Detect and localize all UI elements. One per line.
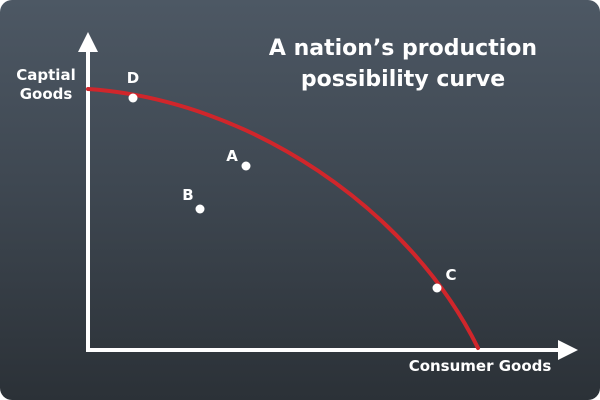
title-line-2: possibility curve <box>301 67 505 92</box>
point-b-marker <box>195 204 205 214</box>
point-a-label: A <box>226 147 238 165</box>
y-axis-arrow-icon <box>78 32 98 52</box>
point-d-label: D <box>127 69 139 87</box>
x-axis-arrow-icon <box>558 340 578 360</box>
point-c-label: C <box>445 266 456 284</box>
point-c-marker <box>432 283 442 293</box>
point-b-label: B <box>182 186 193 204</box>
x-axis-label: Consumer Goods <box>409 357 552 375</box>
title-line-1: A nation’s production <box>269 36 537 61</box>
point-d-marker <box>128 93 138 103</box>
ppc-curve <box>86 87 480 350</box>
y-axis-label-line-1: Captial <box>16 66 75 84</box>
y-axis-label-line-2: Goods <box>20 85 73 103</box>
point-a-marker <box>241 161 251 171</box>
